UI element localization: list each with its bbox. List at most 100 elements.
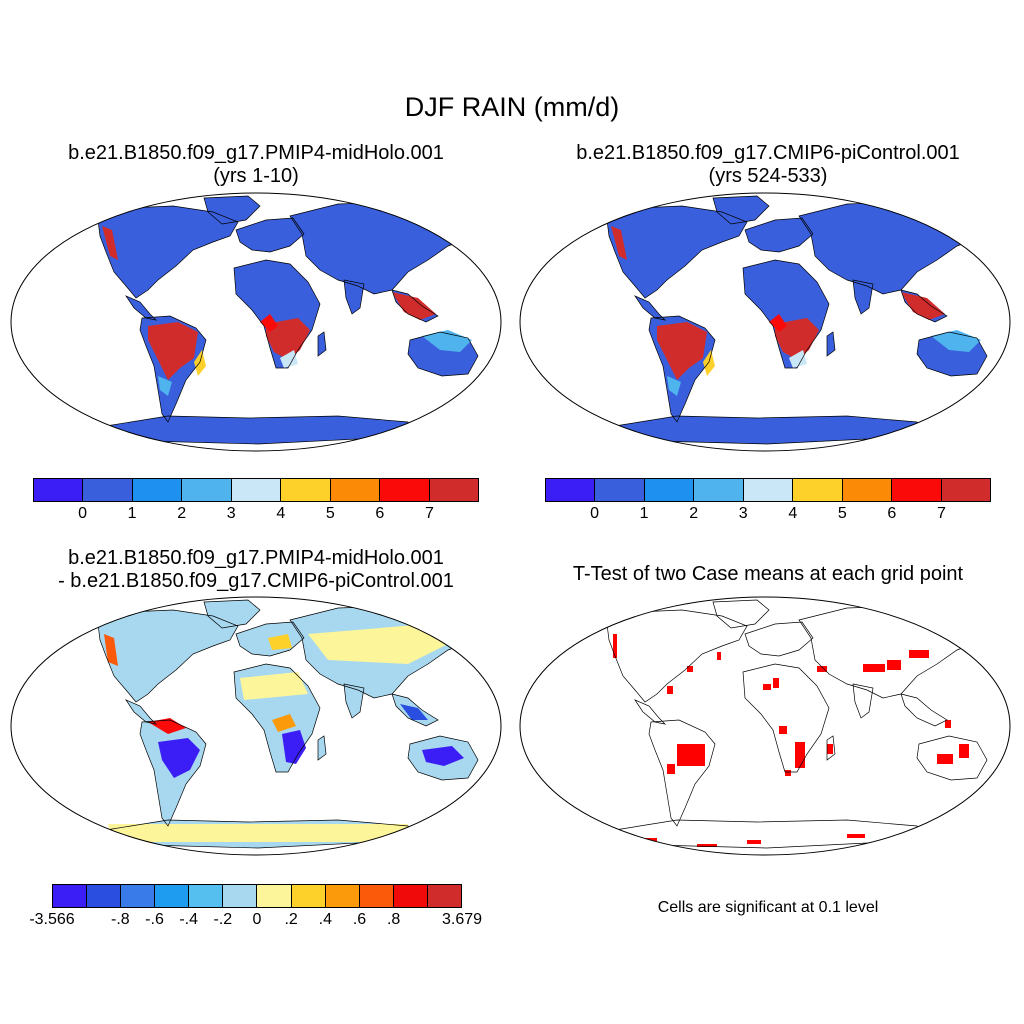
figure-title: DJF RAIN (mm/d) xyxy=(404,92,620,122)
coastline-india xyxy=(852,279,874,315)
coastline-camerica xyxy=(634,699,667,725)
colorbar-swatch xyxy=(132,479,183,501)
colorbar-swatch xyxy=(546,479,596,501)
land-greenland xyxy=(204,196,260,224)
precip-region xyxy=(789,350,807,368)
significant-cell xyxy=(817,666,827,672)
coastline-samerica xyxy=(139,315,207,423)
colorbar-picontrol xyxy=(545,478,991,502)
coastline-camerica xyxy=(125,295,158,321)
map-difference xyxy=(10,596,502,856)
significant-cell xyxy=(863,664,885,672)
precip-region xyxy=(901,292,945,320)
colorbar-swatch xyxy=(595,479,645,501)
significant-cell xyxy=(695,754,701,762)
map-ttest xyxy=(519,596,1011,856)
difference-region xyxy=(268,634,292,650)
precip-region xyxy=(148,322,198,380)
land-namerica xyxy=(607,206,747,298)
coastline-india xyxy=(343,683,365,719)
significant-cell xyxy=(887,660,901,670)
significant-cell xyxy=(773,678,779,688)
colorbar-swatch xyxy=(53,885,88,907)
difference-region xyxy=(104,634,118,666)
difference-region xyxy=(308,624,448,664)
colorbar-swatch xyxy=(325,885,360,907)
land-namerica xyxy=(98,610,238,702)
significant-cell xyxy=(763,684,771,690)
coastline-africa xyxy=(742,259,830,369)
colorbar-swatch xyxy=(842,479,893,501)
land-namerica xyxy=(607,610,747,702)
precip-region xyxy=(392,292,436,320)
colorbar-swatch xyxy=(330,479,381,501)
significant-cell xyxy=(907,840,919,843)
significant-cell xyxy=(667,764,675,774)
panel-title-midholo: b.e21.B1850.f09_g17.PMIP4-midHolo.001 (y… xyxy=(16,142,496,188)
precip-region xyxy=(194,350,206,376)
coastline-india xyxy=(343,279,365,315)
colorbar-tick-label: -.4 xyxy=(179,911,198,928)
panel-title-line1: b.e21.B1850.f09_g17.CMIP6-piControl.001 xyxy=(576,142,960,164)
map-border xyxy=(10,192,502,452)
colorbar-tick-label: 0 xyxy=(252,911,262,928)
colorbar-tick-label: 1 xyxy=(127,505,137,522)
land-europe xyxy=(745,218,813,252)
land-greenland xyxy=(713,196,769,224)
colorbar-swatch xyxy=(393,885,428,907)
colorbar-tick-label: -.2 xyxy=(213,911,233,928)
coastline-camerica xyxy=(125,699,158,725)
colorbar-tick-label: 3 xyxy=(738,505,748,522)
coastline-greenland xyxy=(203,195,261,225)
colorbar-tick-label: .8 xyxy=(386,911,401,928)
coastline-europe xyxy=(744,217,814,253)
significant-cell xyxy=(667,686,673,694)
panel-title-line1: b.e21.B1850.f09_g17.PMIP4-midHolo.001 xyxy=(68,547,444,569)
panel-title-line2: - b.e21.B1850.f09_g17.CMIP6-piControl.00… xyxy=(58,570,454,592)
land-europe xyxy=(745,622,813,656)
colorbar-swatch xyxy=(291,885,326,907)
coastline-india xyxy=(852,683,874,719)
coastline-madagascar xyxy=(826,735,836,761)
coastline-seasia xyxy=(391,289,439,323)
precip-region xyxy=(260,314,278,332)
colorbar-difference xyxy=(52,884,462,908)
panel-title-line2: (yrs 524-533) xyxy=(708,165,828,187)
coastline-namerica xyxy=(606,609,748,703)
coastline-europe xyxy=(235,217,305,253)
precip-region xyxy=(667,376,681,396)
difference-region xyxy=(240,672,308,700)
significant-cell xyxy=(697,844,717,847)
map-border xyxy=(10,596,502,856)
precip-region xyxy=(657,322,707,380)
colorbar-tick-label: 4 xyxy=(276,505,286,522)
colorbar-tick-label: 6 xyxy=(375,505,385,522)
colorbar-tick-label: -.6 xyxy=(145,911,164,928)
land-europe xyxy=(236,218,304,252)
colorbar-tick-label: 7 xyxy=(424,505,434,522)
land-camerica xyxy=(126,700,156,724)
significant-cell xyxy=(827,744,833,754)
colorbar-swatch xyxy=(189,885,224,907)
coastline-madagascar xyxy=(317,331,327,357)
coastline-namerica xyxy=(97,609,239,703)
coastline-greenland xyxy=(712,195,770,225)
significant-cell xyxy=(779,726,787,734)
colorbar-swatch xyxy=(121,885,156,907)
coastline-seasia xyxy=(900,693,948,727)
coastline-australia xyxy=(407,331,479,377)
land-camerica xyxy=(635,700,665,724)
colorbar-tick-label: 5 xyxy=(325,505,335,522)
precip-region xyxy=(611,226,627,260)
significant-cell xyxy=(613,634,617,658)
coastline-australia xyxy=(916,331,988,377)
colorbar-tick-label: 2 xyxy=(177,505,187,522)
map-picontrol xyxy=(519,192,1011,452)
colorbar-swatch xyxy=(380,479,430,501)
precip-region xyxy=(931,330,981,352)
colorbar-midholo xyxy=(33,478,479,502)
coastline-africa xyxy=(233,259,321,369)
colorbar-swatch xyxy=(427,885,461,907)
colorbar-tick-label: 4 xyxy=(788,505,798,522)
significant-cell xyxy=(945,720,951,728)
